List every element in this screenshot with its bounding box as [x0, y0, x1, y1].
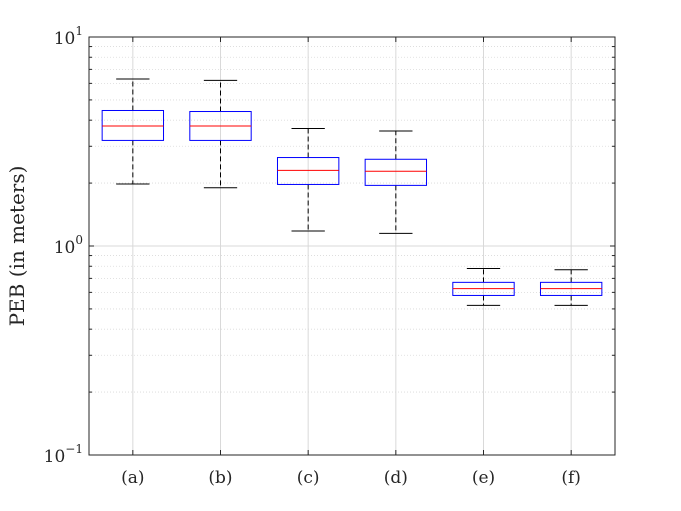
y-tick-label: 100	[54, 233, 83, 258]
tick-layer	[89, 36, 615, 456]
x-tick-label: (a)	[121, 468, 144, 488]
box-iqr	[101, 109, 165, 141]
x-tick-label: (d)	[384, 468, 408, 488]
x-tick-label: (e)	[472, 468, 495, 488]
y-tick-label: 101	[54, 24, 83, 49]
x-tick-label: (b)	[208, 468, 232, 488]
x-tick-label: (f)	[561, 468, 581, 488]
box-layer	[101, 78, 603, 306]
label-layer: 10−1 100 101 (a) (b) (c) (d) (e) (f)	[44, 24, 581, 488]
box-iqr	[276, 157, 340, 185]
box-iqr	[364, 158, 428, 186]
x-tick-label: (c)	[297, 468, 320, 488]
y-axis-label: PEB (in meters)	[5, 166, 29, 327]
y-tick-label: 10−1	[44, 442, 83, 467]
